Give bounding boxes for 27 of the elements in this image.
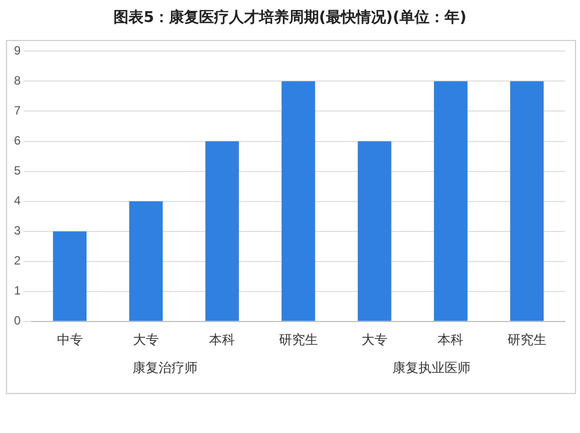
x-tick-label: 本科 — [438, 332, 464, 347]
bar — [434, 81, 468, 321]
x-tick-label: 大专 — [132, 332, 159, 347]
y-tick-label: 4 — [14, 194, 21, 208]
y-tick-label: 0 — [14, 314, 21, 328]
bar — [282, 81, 316, 321]
y-tick-label: 1 — [14, 284, 21, 298]
y-tick-label: 6 — [14, 134, 21, 148]
x-tick-label: 研究生 — [507, 332, 546, 347]
bar — [510, 81, 544, 321]
x-tick-label: 研究生 — [278, 332, 318, 347]
text: 康复治疗师 — [132, 360, 198, 377]
y-tick-label: 5 — [14, 164, 21, 178]
bar — [129, 201, 163, 321]
x-tick-label: 大专 — [362, 332, 388, 347]
y-tick-label: 8 — [14, 74, 21, 88]
y-tick-label: 2 — [14, 254, 21, 268]
x-tick-label: 本科 — [209, 332, 236, 347]
y-tick-label: 7 — [14, 104, 21, 118]
x-tick-label: 中专 — [56, 332, 83, 347]
bar — [53, 231, 87, 321]
text: 康复执业医师 — [392, 360, 471, 377]
chart-title: 图表5：康复医疗人才培养周期(最快情况)(单位：年) — [112, 8, 468, 27]
bar — [358, 141, 392, 321]
y-tick-label: 3 — [14, 224, 21, 238]
y-tick-label: 9 — [14, 44, 21, 58]
bar — [205, 141, 239, 321]
